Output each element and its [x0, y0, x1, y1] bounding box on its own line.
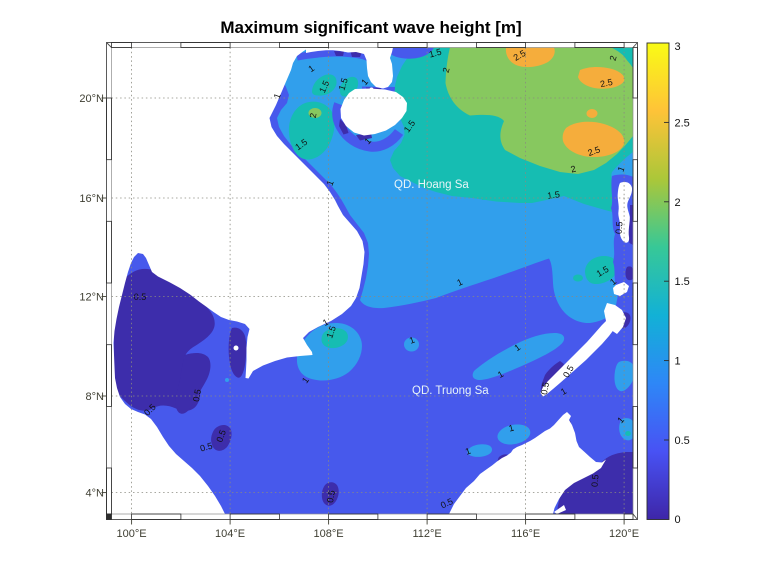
svg-text:1: 1	[675, 356, 681, 368]
svg-text:116°E: 116°E	[511, 528, 540, 540]
svg-text:2: 2	[308, 112, 319, 119]
svg-text:1.5: 1.5	[324, 324, 338, 339]
svg-text:8°N: 8°N	[86, 391, 105, 403]
svg-text:QD. Truong Sa: QD. Truong Sa	[412, 385, 489, 397]
svg-text:1: 1	[325, 179, 336, 187]
svg-text:1: 1	[559, 386, 568, 397]
svg-text:Maximum significant wave heigh: Maximum significant wave height [m]	[220, 18, 521, 37]
svg-text:12°N: 12°N	[79, 292, 104, 304]
svg-text:1: 1	[321, 317, 330, 328]
svg-text:2: 2	[441, 67, 452, 74]
svg-text:1: 1	[508, 423, 515, 434]
svg-text:0.5: 0.5	[214, 428, 228, 443]
svg-text:16°N: 16°N	[79, 193, 104, 205]
svg-text:1: 1	[496, 369, 505, 380]
svg-text:0.5: 0.5	[539, 381, 551, 395]
svg-text:1.5: 1.5	[428, 47, 443, 60]
svg-text:104°E: 104°E	[215, 528, 245, 540]
svg-text:0.5: 0.5	[675, 435, 690, 447]
svg-text:0.5: 0.5	[613, 221, 624, 234]
svg-text:1: 1	[455, 277, 464, 288]
svg-text:1: 1	[464, 446, 472, 457]
svg-text:0.5: 0.5	[589, 474, 600, 487]
svg-text:2: 2	[675, 197, 681, 209]
svg-text:1.5: 1.5	[336, 77, 349, 92]
svg-text:3: 3	[675, 41, 681, 53]
svg-text:100°E: 100°E	[117, 528, 147, 540]
svg-text:1: 1	[300, 375, 311, 385]
svg-text:1: 1	[608, 276, 618, 287]
svg-text:20°N: 20°N	[79, 93, 104, 105]
svg-text:2: 2	[570, 164, 577, 175]
svg-text:2: 2	[608, 55, 619, 62]
svg-text:0.5: 0.5	[325, 489, 337, 503]
svg-text:0.5: 0.5	[199, 441, 214, 454]
svg-text:0: 0	[675, 514, 681, 526]
svg-text:1: 1	[408, 335, 416, 346]
svg-text:4°N: 4°N	[86, 488, 105, 500]
svg-text:0.5: 0.5	[134, 292, 147, 302]
svg-text:0.5: 0.5	[439, 496, 455, 510]
svg-text:1: 1	[512, 342, 522, 353]
svg-text:1: 1	[362, 136, 373, 146]
svg-text:0.5: 0.5	[191, 388, 203, 402]
svg-text:QD. Hoang Sa: QD. Hoang Sa	[394, 179, 469, 191]
svg-text:1: 1	[272, 92, 283, 100]
svg-text:120°E: 120°E	[609, 528, 639, 540]
svg-text:2.5: 2.5	[599, 77, 613, 89]
svg-text:2.5: 2.5	[675, 117, 690, 129]
svg-text:1.5: 1.5	[317, 79, 331, 95]
svg-text:1: 1	[616, 165, 627, 173]
svg-text:1: 1	[359, 77, 370, 87]
svg-text:1.5: 1.5	[675, 276, 690, 288]
svg-text:1: 1	[306, 63, 316, 74]
svg-text:1.5: 1.5	[547, 189, 561, 201]
svg-text:1: 1	[615, 415, 626, 425]
svg-text:108°E: 108°E	[314, 528, 344, 540]
svg-text:2.5: 2.5	[586, 144, 601, 158]
svg-text:112°E: 112°E	[412, 528, 441, 540]
